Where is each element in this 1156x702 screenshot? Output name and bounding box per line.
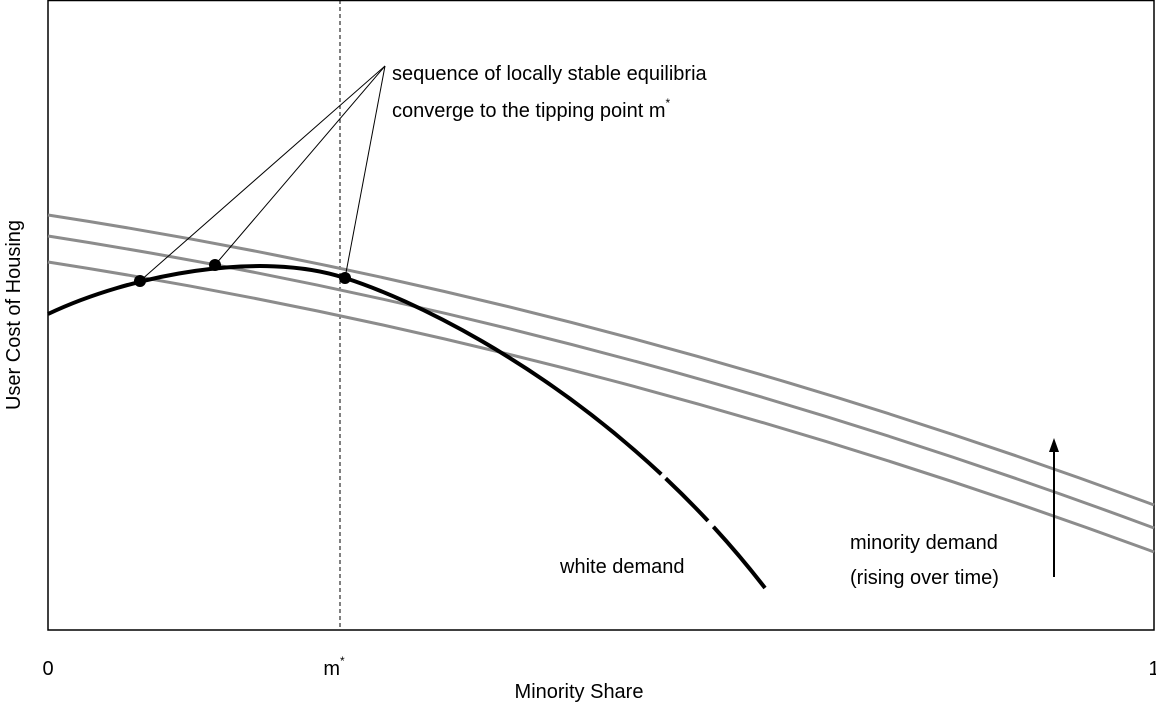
annotation: sequence of locally stable equilibria bbox=[392, 63, 708, 85]
curve-label: white demand bbox=[559, 556, 685, 578]
tick-text: m bbox=[323, 658, 340, 680]
equilibrium-dot bbox=[209, 259, 221, 271]
minority-demand-curve bbox=[47, 260, 1155, 554]
y-axis-label: User Cost of Housing bbox=[3, 220, 25, 410]
pointer bbox=[214, 65, 386, 266]
equilibrium-dot bbox=[134, 275, 146, 287]
annotation: converge to the tipping point m* bbox=[392, 96, 671, 122]
minority-demand-curve bbox=[47, 234, 1155, 530]
x-tick-label: 0 bbox=[42, 658, 53, 680]
annotation-text: converge to the tipping point m bbox=[392, 100, 666, 122]
pointer bbox=[344, 65, 386, 279]
x-tick-label: m* bbox=[323, 654, 345, 680]
white-demand-curve bbox=[47, 264, 767, 590]
superscript: * bbox=[666, 96, 671, 110]
curve-label: (rising over time) bbox=[850, 567, 999, 589]
x-tick-label: 1 bbox=[1148, 658, 1156, 680]
curve-label: minority demand bbox=[850, 532, 998, 554]
equilibrium-dot bbox=[339, 272, 351, 284]
pointer bbox=[139, 65, 386, 282]
superscript: * bbox=[340, 654, 345, 668]
pointers bbox=[139, 65, 386, 282]
frame bbox=[47, 0, 1155, 631]
x-axis-label: Minority Share bbox=[515, 681, 644, 702]
arrow-head bbox=[1049, 438, 1059, 452]
minority-demand-curve bbox=[47, 213, 1155, 507]
